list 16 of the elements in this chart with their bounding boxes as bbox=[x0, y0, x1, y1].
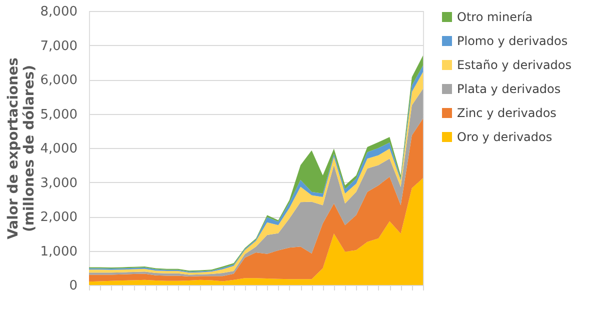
y-tick-label: 6,000 bbox=[40, 73, 78, 88]
y-axis-title: Valor de exportaciones (millones de dólares) bbox=[5, 58, 38, 240]
legend-label: Oro y derivados bbox=[457, 130, 552, 144]
legend-label: Plata y derivados bbox=[457, 82, 561, 96]
y-tick-label: 8,000 bbox=[40, 4, 78, 20]
legend-label: Estaño y derivados bbox=[457, 58, 572, 72]
legend-label: Otro minería bbox=[457, 10, 533, 24]
y-tick-label: 4,000 bbox=[40, 142, 78, 156]
y-tick-label: 1,000 bbox=[40, 244, 78, 260]
y-tick-label: 7,000 bbox=[40, 38, 78, 54]
legend-label: Plomo y derivados bbox=[457, 34, 568, 48]
legend-label: Zinc y derivados bbox=[457, 106, 556, 120]
y-tick-label: 0 bbox=[69, 278, 78, 294]
y-tick-label: 2,000 bbox=[40, 210, 78, 225]
y-tick-label: 3,000 bbox=[40, 176, 78, 191]
y-tick-label: 5,000 bbox=[40, 107, 78, 122]
